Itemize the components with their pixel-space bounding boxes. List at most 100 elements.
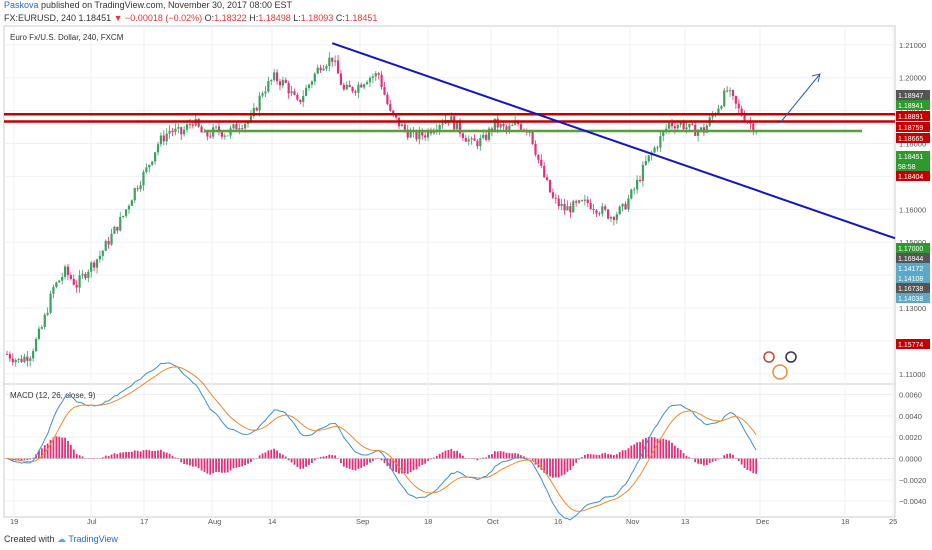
candle-body[interactable]	[377, 73, 380, 75]
candle-body[interactable]	[264, 91, 267, 94]
candle-body[interactable]	[389, 104, 392, 111]
candle-body[interactable]	[726, 90, 729, 92]
candle-body[interactable]	[110, 233, 113, 245]
candle-body[interactable]	[168, 130, 171, 134]
candle-body[interactable]	[543, 165, 546, 178]
candle-body[interactable]	[676, 124, 679, 129]
candle-body[interactable]	[644, 161, 647, 165]
candle-body[interactable]	[374, 73, 377, 77]
candle-body[interactable]	[464, 138, 467, 142]
candle-body[interactable]	[249, 116, 253, 122]
candle-body[interactable]	[87, 271, 90, 279]
candle-body[interactable]	[493, 118, 496, 131]
candle-body[interactable]	[55, 282, 58, 288]
candle-body[interactable]	[499, 124, 502, 128]
candle-body[interactable]	[554, 197, 557, 199]
candle-body[interactable]	[728, 90, 732, 92]
candle-body[interactable]	[29, 358, 32, 361]
candle-body[interactable]	[516, 122, 520, 125]
candle-body[interactable]	[418, 130, 421, 140]
candle-body[interactable]	[458, 121, 462, 134]
candle-body[interactable]	[673, 126, 676, 129]
candle-body[interactable]	[743, 115, 746, 122]
main-pane[interactable]	[3, 25, 896, 385]
candle-body[interactable]	[93, 262, 96, 268]
candle-body[interactable]	[392, 110, 395, 115]
candle-body[interactable]	[261, 93, 264, 96]
candle-body[interactable]	[697, 130, 700, 136]
candle-body[interactable]	[618, 206, 621, 215]
candle-body[interactable]	[534, 143, 537, 155]
candle-body[interactable]	[136, 188, 139, 190]
candle-body[interactable]	[313, 73, 316, 82]
author-link[interactable]: Paskova	[4, 0, 39, 10]
candle-body[interactable]	[633, 189, 636, 191]
candle-body[interactable]	[711, 115, 714, 118]
candle-body[interactable]	[177, 127, 180, 129]
candle-body[interactable]	[241, 128, 244, 129]
candle-body[interactable]	[43, 314, 46, 328]
candle-body[interactable]	[325, 65, 328, 69]
candle-body[interactable]	[476, 140, 479, 147]
candle-body[interactable]	[232, 124, 235, 129]
candle-body[interactable]	[342, 84, 345, 90]
candle-body[interactable]	[531, 132, 534, 144]
candle-body[interactable]	[52, 287, 55, 294]
candle-body[interactable]	[336, 60, 340, 74]
candle-body[interactable]	[61, 276, 64, 281]
candle-body[interactable]	[409, 132, 412, 138]
candle-body[interactable]	[638, 179, 642, 182]
candle-body[interactable]	[688, 123, 691, 128]
candle-body[interactable]	[514, 122, 517, 125]
candle-body[interactable]	[403, 124, 406, 130]
macd-pane[interactable]	[3, 383, 896, 518]
candle-body[interactable]	[705, 125, 708, 133]
candle-body[interactable]	[580, 200, 584, 202]
candle-body[interactable]	[310, 81, 314, 85]
candle-body[interactable]	[307, 84, 311, 88]
candle-body[interactable]	[647, 155, 650, 162]
candle-body[interactable]	[424, 135, 427, 138]
candle-body[interactable]	[566, 206, 569, 211]
candle-body[interactable]	[502, 124, 505, 127]
candle-body[interactable]	[58, 280, 61, 283]
candle-body[interactable]	[316, 67, 319, 74]
candle-body[interactable]	[223, 135, 226, 137]
candle-body[interactable]	[482, 134, 485, 139]
candle-body[interactable]	[159, 135, 163, 145]
candle-body[interactable]	[101, 250, 104, 256]
candle-body[interactable]	[734, 95, 737, 104]
candle-body[interactable]	[209, 136, 212, 138]
candle-body[interactable]	[174, 128, 177, 133]
candle-body[interactable]	[156, 144, 160, 153]
candle-body[interactable]	[287, 83, 290, 94]
candle-body[interactable]	[49, 293, 52, 313]
candle-body[interactable]	[302, 95, 305, 103]
candle-body[interactable]	[679, 122, 682, 125]
candle-body[interactable]	[284, 79, 287, 84]
candle-body[interactable]	[46, 312, 49, 315]
projection-arrow[interactable]	[779, 73, 821, 124]
candle-body[interactable]	[737, 103, 740, 109]
candle-body[interactable]	[226, 135, 229, 137]
candle-body[interactable]	[537, 154, 540, 160]
candle-body[interactable]	[197, 118, 200, 127]
candle-body[interactable]	[153, 152, 157, 162]
candle-body[interactable]	[290, 91, 293, 94]
tradingview-link[interactable]: TradingView	[68, 534, 118, 544]
candle-body[interactable]	[557, 198, 560, 207]
candle-body[interactable]	[540, 159, 543, 166]
candle-body[interactable]	[171, 130, 174, 133]
candle-body[interactable]	[69, 275, 72, 279]
candle-body[interactable]	[113, 226, 116, 234]
candle-body[interactable]	[685, 127, 688, 130]
candle-body[interactable]	[258, 95, 261, 111]
candle-body[interactable]	[339, 73, 343, 85]
candle-body[interactable]	[354, 91, 357, 93]
candle-body[interactable]	[368, 77, 372, 83]
candle-body[interactable]	[127, 205, 131, 210]
candle-body[interactable]	[252, 107, 255, 117]
candle-body[interactable]	[37, 328, 41, 339]
candle-body[interactable]	[322, 68, 325, 71]
